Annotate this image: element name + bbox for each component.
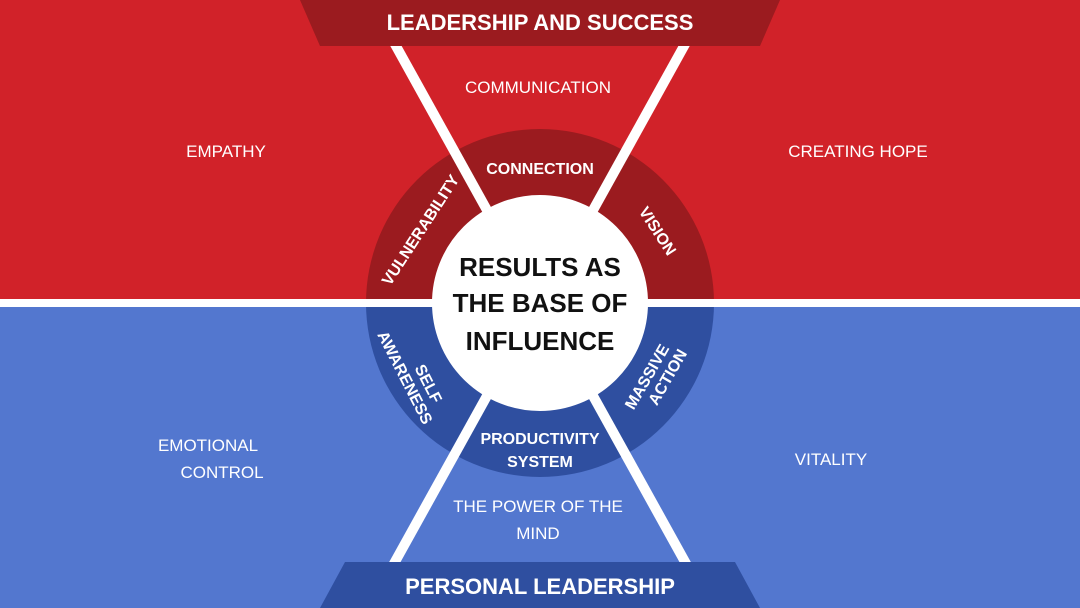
- outer-label-emotional-line1: EMOTIONAL: [158, 436, 258, 455]
- bottom-banner-shape: [320, 562, 760, 608]
- center-text-line1: RESULTS AS: [459, 252, 621, 282]
- outer-label-creating-hope: CREATING HOPE: [788, 142, 927, 161]
- diagonal-line-bottom-right: [587, 391, 699, 581]
- ring-label-connection: CONNECTION: [486, 161, 594, 178]
- top-banner-shape: [300, 0, 780, 46]
- ring-top-half: [366, 129, 714, 303]
- diagonal-line-right: [587, 25, 699, 215]
- bottom-banner-text: PERSONAL LEADERSHIP: [405, 574, 675, 599]
- outer-label-communication: COMMUNICATION: [465, 78, 611, 97]
- outer-label-vitality: VITALITY: [795, 450, 867, 469]
- ring-label-productivity-line2: SYSTEM: [507, 454, 573, 471]
- outer-label-empathy: EMPATHY: [186, 142, 266, 161]
- diagonal-line-bottom-left: [381, 391, 493, 581]
- center-text-line3: INFLUENCE: [466, 326, 615, 356]
- ring-bottom-half: [366, 303, 714, 477]
- ring-label-productivity-line1: PRODUCTIVITY: [480, 431, 599, 448]
- center-text-line2: THE BASE OF: [453, 288, 628, 318]
- top-banner-text: LEADERSHIP AND SUCCESS: [387, 10, 694, 35]
- outer-label-emotional-line2: CONTROL: [180, 463, 263, 482]
- center-circle: [432, 195, 648, 411]
- outer-label-power-line2: MIND: [516, 524, 559, 543]
- outer-label-power-line1: THE POWER OF THE: [453, 497, 623, 516]
- diagonal-line-left: [381, 25, 493, 215]
